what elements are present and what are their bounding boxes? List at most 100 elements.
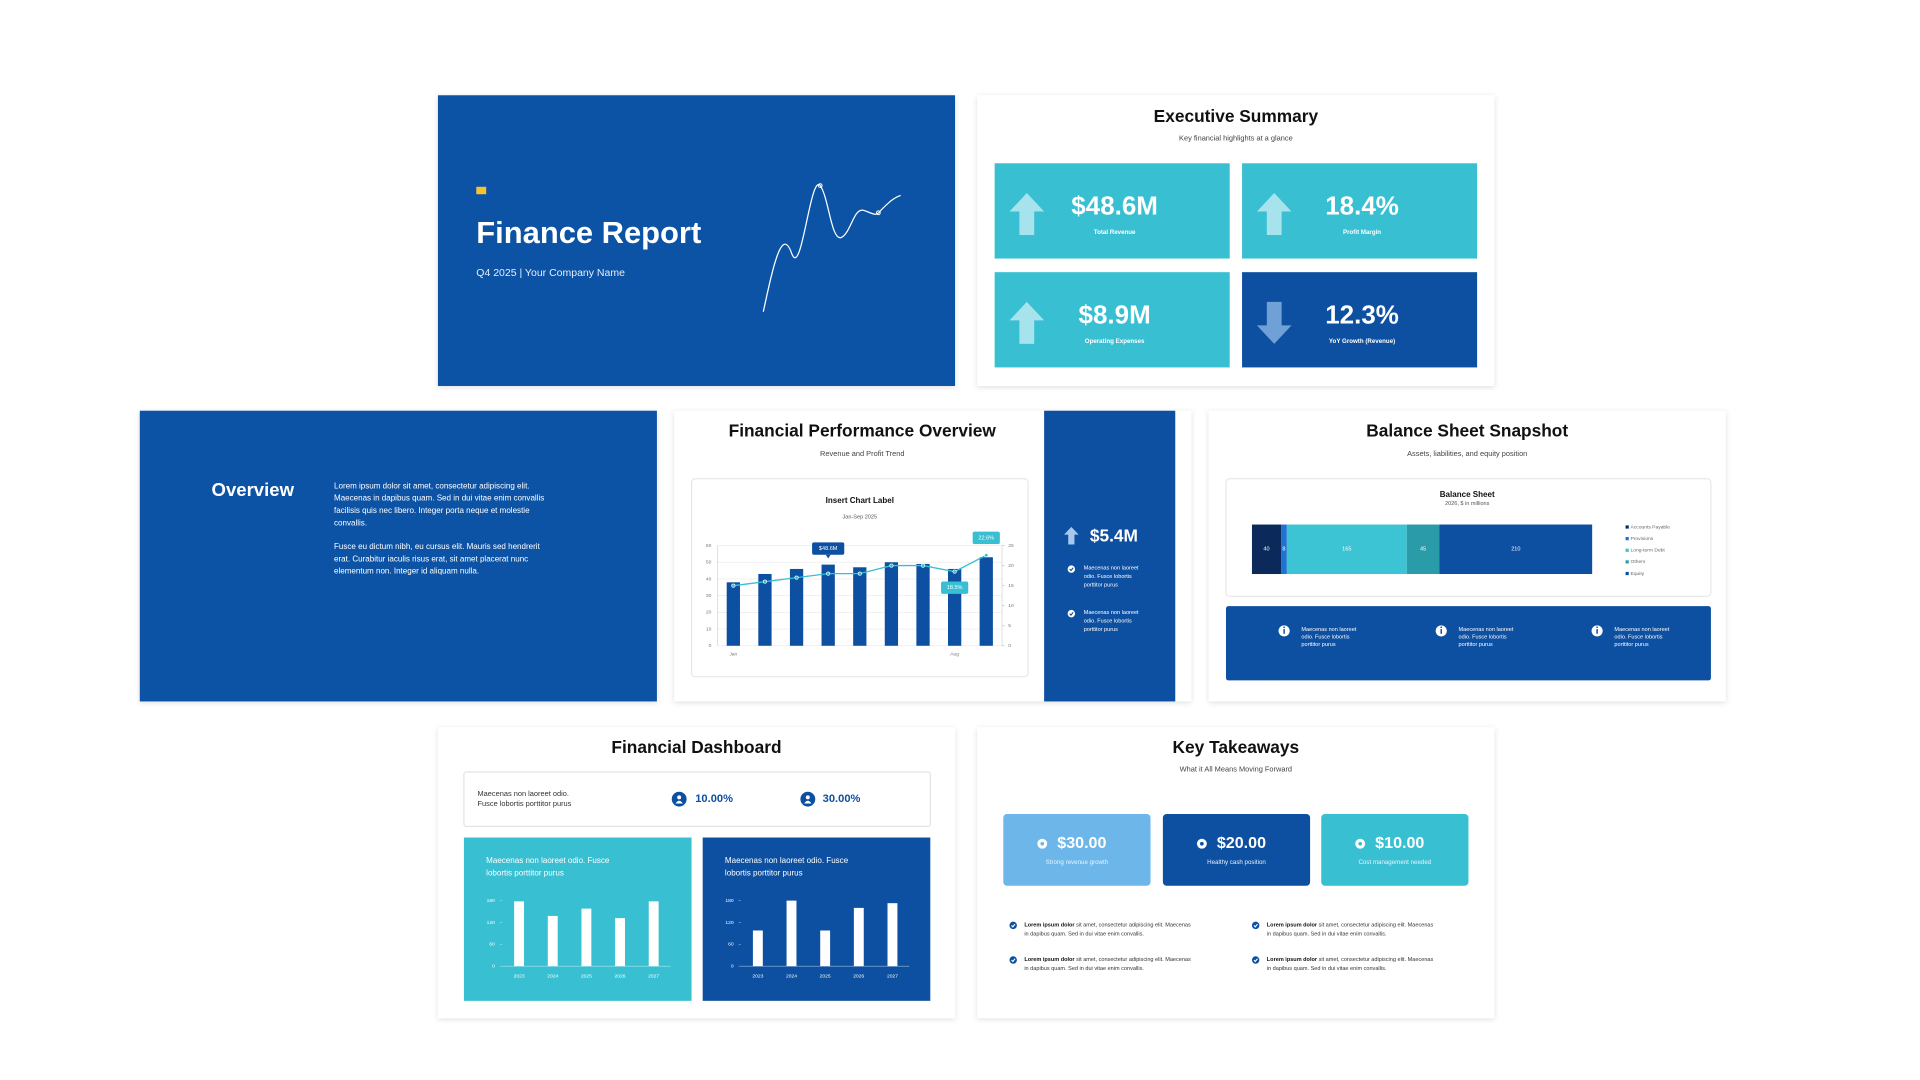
y2-tick-label: 0 xyxy=(1008,643,1011,649)
slide-title: Financial Performance Overview xyxy=(729,420,997,440)
bullet-line: Maecenas non laoreet xyxy=(1084,610,1139,616)
check-icon xyxy=(1067,609,1076,618)
bar xyxy=(758,573,772,646)
slide-title: Balance Sheet Snapshot xyxy=(1366,420,1568,440)
line-point xyxy=(889,563,894,568)
bar xyxy=(821,564,835,646)
bullet-line: Maecenas non laoreet xyxy=(1084,565,1139,571)
legend-swatch xyxy=(1625,548,1629,552)
kpi-label: YoY Growth (Revenue) xyxy=(1329,338,1395,345)
segment-label: 40 xyxy=(1263,547,1269,553)
value-label: 18.5% xyxy=(947,585,963,591)
takeaway-card xyxy=(1321,814,1469,886)
bar xyxy=(884,562,899,646)
bullet-text: Lorem ipsum dolor sit amet, consectetur … xyxy=(1024,957,1191,963)
info-glyph xyxy=(1440,629,1442,634)
arrow-icon xyxy=(1009,301,1045,344)
y-tick-label: 180 xyxy=(487,898,495,904)
legend-swatch xyxy=(1625,560,1629,564)
line-point xyxy=(826,571,831,576)
card-icon-dot xyxy=(1358,841,1363,846)
slide-title: Overview xyxy=(212,479,295,500)
bullet-line: odio. Fusce lobortis xyxy=(1084,574,1132,580)
x-tick-label: 2024 xyxy=(547,973,558,979)
segment-label: 210 xyxy=(1511,547,1520,553)
x-tick-label: 2027 xyxy=(648,973,659,979)
bullet-bold: Lorem ipsum dolor xyxy=(1267,957,1318,963)
paragraph-line: elementum non. Integer id aliquam nulla. xyxy=(334,567,479,576)
legend-label: Provisions xyxy=(1631,536,1654,542)
bullet-rest: sit amet, consectetur adipiscing elit. M… xyxy=(1317,923,1433,929)
check-mark xyxy=(1069,567,1074,572)
bullet-rest: sit amet, consectetur adipiscing elit. M… xyxy=(1075,957,1191,963)
bullet-line: porttitor purus xyxy=(1084,583,1118,589)
check-mark xyxy=(1011,923,1016,928)
legend-swatch xyxy=(1625,537,1629,541)
chart-title: Balance Sheet xyxy=(1440,490,1495,499)
chart-subtitle: 2026, $ in millions xyxy=(1445,501,1490,507)
y-tick-label: 50 xyxy=(706,560,712,566)
bar xyxy=(789,568,804,646)
legend-swatch xyxy=(1625,571,1629,576)
y-tick-label: 120 xyxy=(725,920,733,926)
stat-glyph xyxy=(805,795,810,800)
bar xyxy=(820,930,831,967)
takeaway-card xyxy=(1162,814,1311,886)
chart-title: Insert Chart Label xyxy=(826,496,894,505)
bullet-text: Lorem ipsum dolor sit amet, consectetur … xyxy=(1267,957,1434,963)
note-line: odio. Fusce lobortis xyxy=(1301,635,1349,641)
bullet-text: Lorem ipsum dolor sit amet, consectetur … xyxy=(1024,923,1191,929)
x-tick-label: 2024 xyxy=(786,973,797,979)
card-label: Cost management needed xyxy=(1358,859,1431,866)
card-icon-dot xyxy=(1040,841,1045,846)
kpi-value: 12.3% xyxy=(1325,300,1399,330)
bullet-line: in dapibus quam. Sed in dui vitae enim c… xyxy=(1267,931,1387,937)
slide-title: Key Takeaways xyxy=(1173,737,1300,757)
info-glyph xyxy=(1283,629,1285,634)
summary-box xyxy=(463,771,931,827)
note-line: Maecenas non laoreet xyxy=(1614,627,1669,633)
slide-subtitle: Assets, liabilities, and equity position xyxy=(1407,449,1527,458)
paragraph-line: erat. Curabitur iaculis risus erat, sit … xyxy=(334,554,528,563)
check-icon xyxy=(1251,956,1260,964)
bullet-line: in dapibus quam. Sed in dui vitae enim c… xyxy=(1024,931,1144,937)
card-value: $30.00 xyxy=(1057,834,1106,852)
slide xyxy=(139,410,657,702)
check-mark xyxy=(1011,958,1016,963)
kpi-value: $8.9M xyxy=(1079,300,1151,330)
bullet-rest: sit amet, consectetur adipiscing elit. M… xyxy=(1075,923,1191,929)
note-line: porttitor purus xyxy=(1614,642,1648,648)
callout-pointer xyxy=(825,554,831,559)
stat-glyph xyxy=(804,800,812,804)
slide-subtitle: Q4 2025 | Your Company Name xyxy=(476,267,625,279)
card-label: Healthy cash position xyxy=(1207,859,1266,866)
chart-title: lobortis porttitor purus xyxy=(486,869,564,878)
legend-swatch xyxy=(1625,525,1629,529)
info-glyph xyxy=(1596,629,1598,634)
note-line: porttitor purus xyxy=(1459,642,1493,648)
y-tick-label: 30 xyxy=(706,593,712,599)
line-point xyxy=(952,569,957,574)
bar-segment xyxy=(1251,524,1282,575)
y-tick-label: 40 xyxy=(706,576,712,582)
kpi-value: 18.4% xyxy=(1325,191,1399,221)
bullet-line: odio. Fusce lobortis xyxy=(1084,618,1132,624)
chart-title: Maecenas non laoreet odio. Fusce xyxy=(725,856,849,865)
arrow-icon xyxy=(1256,301,1292,344)
line-point xyxy=(984,553,989,558)
line-point xyxy=(762,579,767,584)
bar xyxy=(887,903,898,967)
kpi-label: Operating Expenses xyxy=(1085,338,1145,345)
value-callout xyxy=(812,542,845,555)
x-tick-label: 2026 xyxy=(615,973,626,979)
description-line: Maecenas non laoreet odio. xyxy=(478,789,569,798)
bar xyxy=(581,908,592,967)
bar xyxy=(979,557,993,646)
paragraph-line: Fusce eu dictum nibh, eu cursus elit. Ma… xyxy=(334,542,541,551)
note-line: odio. Fusce lobortis xyxy=(1459,635,1507,641)
note-line: odio. Fusce lobortis xyxy=(1614,635,1662,641)
description-line: Fusce lobortis porttitor purus xyxy=(478,799,572,808)
arrow-icon xyxy=(1064,526,1079,545)
bullet-bold: Lorem ipsum dolor xyxy=(1267,923,1318,929)
